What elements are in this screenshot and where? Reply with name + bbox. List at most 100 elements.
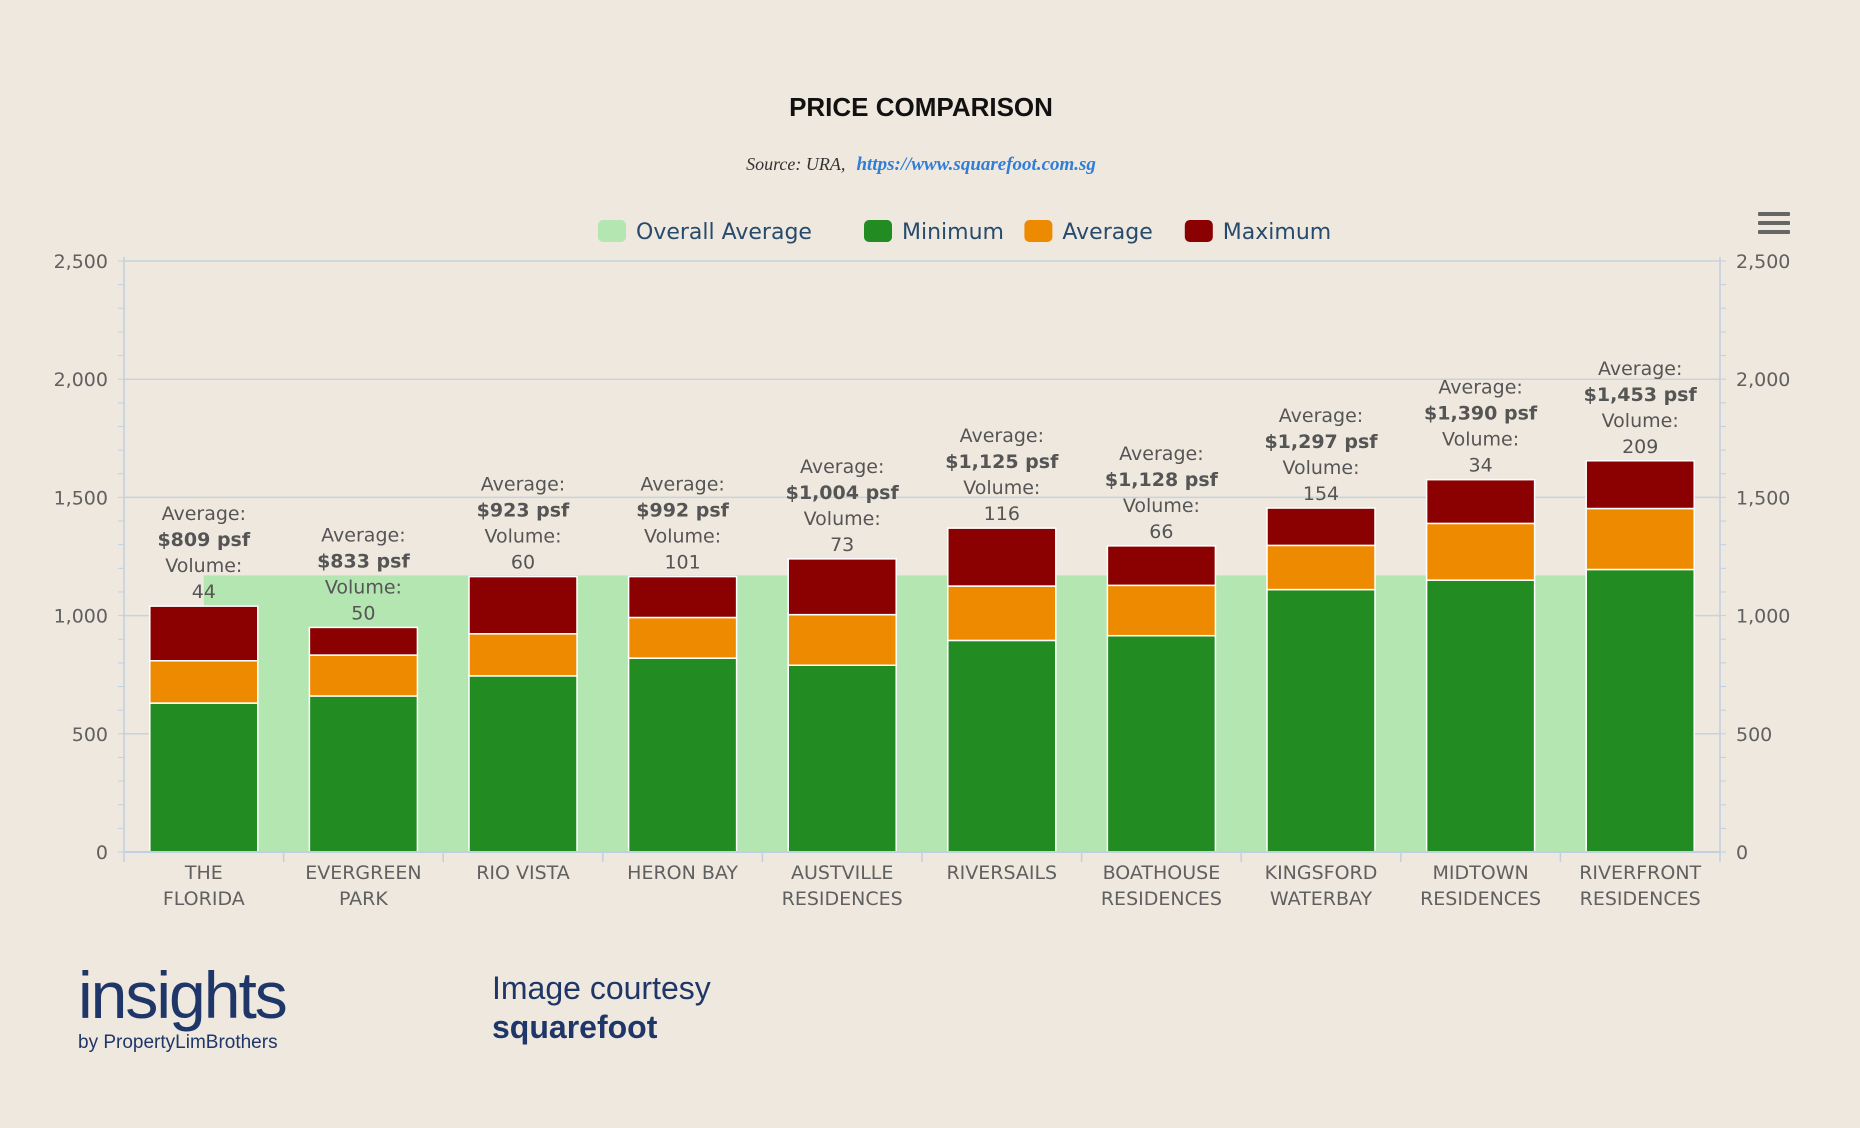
data-label-3-2: $992 psf xyxy=(636,500,729,522)
bar-maximum-4 xyxy=(787,558,897,616)
chart-title: PRICE COMPARISON xyxy=(789,92,1053,122)
bar-average-2 xyxy=(468,633,578,677)
legend: Overall Average Minimum Average Maximum xyxy=(598,220,1331,245)
bar-minimum-3 xyxy=(627,657,738,853)
data-label-9-1: Volume: xyxy=(1602,410,1679,432)
bar-series xyxy=(149,460,1695,853)
y-tick-left-5: 2,500 xyxy=(54,251,108,273)
bar-minimum-8 xyxy=(1425,579,1536,853)
bar-average-1 xyxy=(308,654,419,697)
x-category-label-6: RESIDENCES xyxy=(1101,888,1222,910)
data-label-8-2: $1,390 psf xyxy=(1424,403,1538,425)
data-label-0-1: Volume: xyxy=(165,555,242,577)
x-category-label-7: KINGSFORD xyxy=(1265,862,1378,884)
bar-minimum-9 xyxy=(1585,568,1695,853)
x-category-label-1: EVERGREEN xyxy=(305,862,421,884)
subtitle-link[interactable]: https://www.squarefoot.com.sg xyxy=(856,154,1095,175)
data-label-1-0: 50 xyxy=(351,602,375,624)
courtesy-text: Image courtesy xyxy=(492,970,711,1006)
bar-maximum-9 xyxy=(1585,460,1695,510)
overall-average-area xyxy=(203,575,1641,852)
data-label-5-0: 116 xyxy=(984,503,1020,525)
x-category-label-4: RESIDENCES xyxy=(782,888,903,910)
data-label-7-2: $1,297 psf xyxy=(1264,431,1378,453)
y-tick-left-1: 500 xyxy=(72,724,108,746)
data-label-5-3: Average: xyxy=(960,425,1044,447)
bar-average-0 xyxy=(149,660,259,704)
bar-minimum-5 xyxy=(947,639,1057,853)
bar-average-4 xyxy=(787,613,897,666)
y-tick-left-3: 1,500 xyxy=(54,487,108,509)
legend-label-2: Average xyxy=(1062,220,1152,245)
chart-subtitle: Source: URA, https://www.squarefoot.com.… xyxy=(746,154,1096,175)
y-tick-right-1: 500 xyxy=(1736,724,1772,746)
x-category-label-0: THE xyxy=(184,862,223,884)
x-category-label-4: AUSTVILLE xyxy=(791,862,893,884)
data-label-6-1: Volume: xyxy=(1123,495,1200,517)
bar-maximum-2 xyxy=(468,575,578,635)
bar-average-5 xyxy=(947,585,1057,642)
y-tick-right-2: 1,000 xyxy=(1736,606,1790,628)
bar-minimum-6 xyxy=(1106,634,1217,853)
bar-maximum-6 xyxy=(1106,545,1217,587)
data-label-0-2: $809 psf xyxy=(157,529,250,551)
bar-maximum-3 xyxy=(627,575,738,619)
data-label-4-1: Volume: xyxy=(804,508,881,530)
bar-average-9 xyxy=(1585,507,1695,571)
data-label-7-3: Average: xyxy=(1279,405,1363,427)
data-label-2-2: $923 psf xyxy=(477,500,570,522)
x-category-label-7: WATERBAY xyxy=(1270,888,1373,910)
bar-maximum-0 xyxy=(149,605,259,662)
data-label-8-3: Average: xyxy=(1438,377,1522,399)
x-category-label-3: HERON BAY xyxy=(627,862,738,884)
data-label-5-1: Volume: xyxy=(963,477,1040,499)
bar-minimum-7 xyxy=(1266,588,1376,853)
x-category-label-2: RIO VISTA xyxy=(476,862,570,884)
courtesy-source: squarefoot xyxy=(492,1009,658,1045)
axes: 0 0 500 500 1,000 1,000 1,500 1,500 2,000 2,000 2,… xyxy=(54,251,1791,910)
legend-label-3: Maximum xyxy=(1223,220,1331,245)
data-label-3-3: Average: xyxy=(640,474,724,496)
data-label-6-0: 66 xyxy=(1149,521,1173,543)
hamburger-menu-icon[interactable] xyxy=(1758,212,1790,240)
y-tick-right-5: 2,500 xyxy=(1736,251,1790,273)
overall-average-band xyxy=(203,575,1641,852)
bar-minimum-0 xyxy=(149,702,259,853)
y-tick-left-2: 1,000 xyxy=(54,606,108,628)
y-tick-right-4: 2,000 xyxy=(1736,369,1790,391)
data-label-7-0: 154 xyxy=(1303,483,1339,505)
x-category-label-6: BOATHOUSE xyxy=(1103,862,1221,884)
x-category-label-1: PARK xyxy=(339,888,388,910)
bar-maximum-1 xyxy=(308,626,419,656)
bar-average-7 xyxy=(1266,544,1376,591)
data-label-9-0: 209 xyxy=(1622,436,1658,458)
x-category-label-8: RESIDENCES xyxy=(1420,888,1541,910)
data-label-3-1: Volume: xyxy=(644,526,721,548)
data-label-0-0: 44 xyxy=(192,581,216,603)
data-label-2-1: Volume: xyxy=(484,526,561,548)
bar-minimum-2 xyxy=(468,675,578,853)
data-label-5-2: $1,125 psf xyxy=(945,451,1059,473)
bar-average-6 xyxy=(1106,584,1217,637)
data-label-6-2: $1,128 psf xyxy=(1105,469,1219,491)
y-tick-left-4: 2,000 xyxy=(54,369,108,391)
subtitle-source: Source: URA, xyxy=(746,154,845,174)
logo-main: insights xyxy=(78,958,288,1032)
y-tick-left-0: 0 xyxy=(96,842,108,864)
data-label-8-1: Volume: xyxy=(1442,429,1519,451)
data-labels: 44 Volume: $809 psf Average: 50 Volume: $833 p… xyxy=(157,358,1697,625)
data-label-1-3: Average: xyxy=(321,524,405,546)
data-label-9-3: Average: xyxy=(1598,358,1682,380)
legend-label-0: Overall Average xyxy=(636,220,812,245)
data-label-3-0: 101 xyxy=(664,552,700,574)
x-category-label-8: MIDTOWN xyxy=(1433,862,1529,884)
x-category-label-0: FLORIDA xyxy=(163,888,245,910)
legend-swatch-1 xyxy=(864,220,892,242)
data-label-2-3: Average: xyxy=(481,474,565,496)
bar-average-3 xyxy=(627,616,738,659)
data-label-4-0: 73 xyxy=(830,534,854,556)
logo-sub: by PropertyLimBrothers xyxy=(78,1032,278,1053)
data-label-6-3: Average: xyxy=(1119,443,1203,465)
data-label-4-3: Average: xyxy=(800,456,884,478)
